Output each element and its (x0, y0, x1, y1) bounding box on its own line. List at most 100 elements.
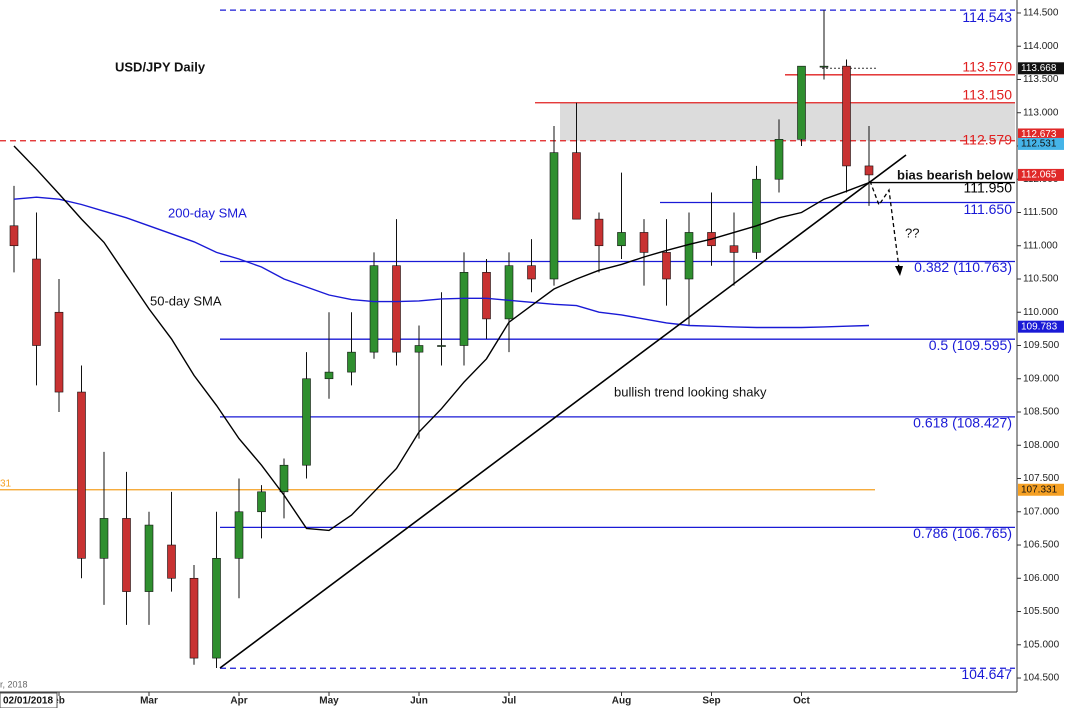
x-tick-label: Oct (793, 696, 810, 707)
candle-body (459, 272, 469, 346)
candle-body (572, 152, 581, 220)
y-tick-label: 111.000 (1023, 240, 1058, 251)
candle-body (482, 272, 491, 320)
candle-body (752, 178, 761, 253)
annotation: bias bearish below (897, 167, 1014, 182)
y-tick-label: 113.000 (1023, 107, 1059, 118)
candle-body (392, 265, 401, 353)
price-tag-label: 112.673 (1021, 129, 1057, 140)
price-tag-label: 107.331 (1021, 484, 1058, 495)
chart-title: USD/JPY Daily (115, 59, 206, 74)
candle-body (864, 165, 874, 176)
price-tag (1018, 168, 1064, 181)
level-label: 0.382 (110.763) (914, 259, 1012, 275)
price-tag-label: 113.668 (1021, 63, 1057, 74)
trend-line (219, 154, 907, 669)
candle-body (549, 152, 559, 280)
level-label: 0.786 (106.765) (913, 525, 1012, 541)
annotation: bullish trend looking shaky (614, 384, 767, 399)
level-label: 111.650 (963, 201, 1012, 217)
level-label: 112.579 (962, 131, 1012, 147)
y-tick-label: 111.500 (1023, 207, 1058, 218)
start-date: 02/01/2018 (3, 696, 53, 707)
projection-arrow (869, 180, 900, 269)
resistance-zone (560, 102, 1015, 141)
candle-body (527, 265, 536, 280)
candle-body (369, 265, 379, 353)
level-label: 114.543 (962, 9, 1012, 25)
price-tag (1018, 483, 1064, 496)
candle-body (842, 65, 851, 167)
y-tick-label: 110.500 (1023, 274, 1059, 285)
y-tick-label: 109.500 (1023, 340, 1060, 351)
candle-body (819, 65, 829, 68)
x-tick-label: Jul (502, 696, 517, 707)
candles-layer (9, 10, 874, 669)
candle-body (189, 577, 199, 659)
y-tick-label: 114.000 (1023, 41, 1059, 52)
candle-body (662, 252, 671, 280)
clipped-label: 31 (0, 479, 12, 490)
candle-body (414, 345, 424, 353)
level-label: 104.647 (961, 666, 1012, 682)
candle-body (504, 265, 514, 320)
level-label: 111.950 (963, 179, 1012, 195)
level-label: 113.150 (962, 86, 1012, 102)
y-tick-label: 110.000 (1023, 307, 1059, 318)
date-box (0, 692, 58, 708)
arrow-head (895, 266, 903, 276)
candle-body (167, 544, 176, 579)
y-tick-label: 113.500 (1023, 74, 1059, 85)
candle-body (122, 518, 131, 592)
y-tick-label: 104.500 (1023, 673, 1060, 684)
x-tick-label: Apr (230, 696, 247, 707)
candle-body (77, 391, 86, 559)
y-tick-label: 108.500 (1023, 407, 1060, 418)
x-tick-label: Aug (612, 696, 631, 707)
y-tick-label: 114.500 (1023, 8, 1059, 19)
price-tag-label: 109.783 (1021, 321, 1058, 332)
levels-layer: 114.543 113.570 113.150 112.579 111.950 111.6… (0, 9, 1015, 682)
candle-body (774, 139, 784, 180)
price-tag (1018, 62, 1064, 75)
candle-body (32, 258, 41, 346)
annotation: 200-day SMA (168, 205, 247, 220)
candle-body (99, 518, 109, 559)
price-tag (1018, 320, 1064, 333)
candle-body (54, 311, 64, 393)
candle-body (144, 524, 154, 592)
sma-line (13, 196, 870, 329)
x-tick-label: May (319, 696, 339, 707)
price-tag (1018, 137, 1064, 150)
y-tick-label: 106.500 (1023, 540, 1060, 551)
zone-layer (560, 102, 1015, 141)
level-label: 0.618 (108.427) (913, 415, 1012, 431)
level-label: 113.570 (962, 59, 1012, 75)
y-tick-label: 107.000 (1023, 506, 1060, 517)
axis-layer: 104.500 105.000 105.500 106.000 106.500 107.0… (53, 8, 1059, 707)
annotation: 50-day SMA (150, 293, 222, 308)
candle-body (437, 345, 446, 347)
candle-body (594, 218, 604, 247)
price-tag (1018, 128, 1064, 141)
level-label: 0.5 (109.595) (929, 337, 1012, 353)
x-tick-label: Sep (702, 696, 720, 707)
annotation: ?? (905, 225, 919, 240)
candle-body (9, 225, 19, 247)
candle-body (279, 464, 289, 493)
candle-body (257, 491, 266, 513)
y-tick-label: 107.500 (1023, 473, 1060, 484)
candle-body (212, 558, 221, 659)
x-tick-label: Mar (140, 696, 158, 707)
clipped-label: r, 2018 (0, 679, 28, 689)
candle-body (684, 232, 694, 280)
candle-body (729, 245, 739, 253)
lines-layer (13, 145, 870, 532)
y-tick-label: 106.000 (1023, 573, 1060, 584)
candle-body (639, 232, 649, 253)
candle-body (234, 511, 244, 559)
y-tick-label: 108.000 (1023, 440, 1060, 451)
